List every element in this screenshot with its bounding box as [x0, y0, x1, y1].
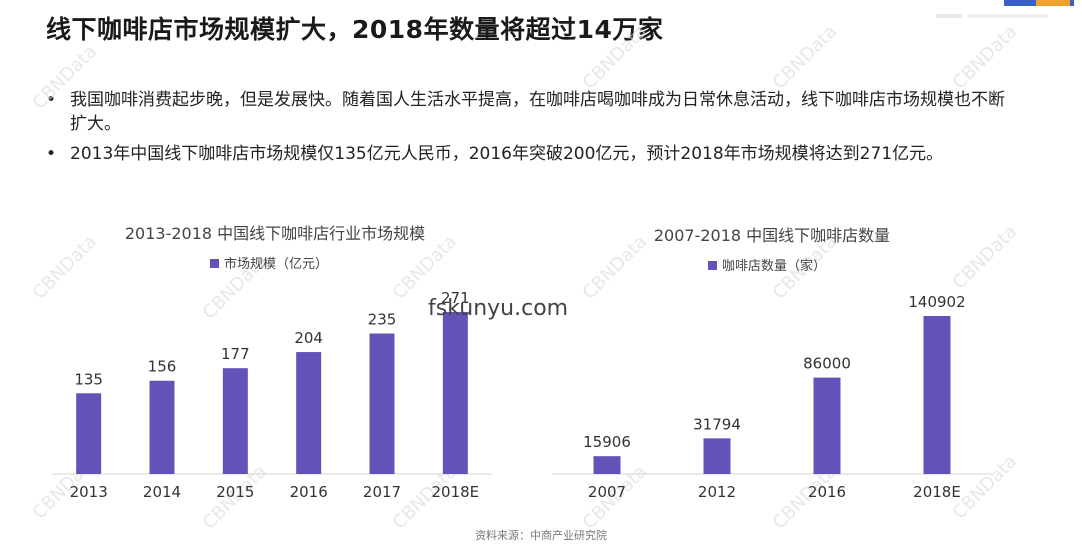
legend-swatch [708, 261, 717, 270]
bar [442, 312, 468, 474]
x-tick-label: 2013 [70, 483, 108, 501]
bar [703, 438, 731, 474]
source-note: 资料来源：中商产业研究院 [475, 529, 607, 542]
watermark-brand: CBNData [579, 231, 651, 303]
bar [149, 380, 175, 474]
x-tick-label: 2018E [913, 483, 961, 501]
page-title: 线下咖啡店市场规模扩大，2018年数量将超过14万家 [46, 15, 664, 44]
x-tick-label: 2014 [143, 483, 181, 501]
brand-logo [936, 0, 1074, 18]
bar [296, 352, 322, 474]
bullet-dot: • [46, 144, 57, 164]
bar [369, 333, 395, 474]
watermark-brand: CBNData [949, 221, 1021, 293]
watermark-brand: CBNData [29, 41, 101, 113]
data-label: 15906 [583, 433, 631, 451]
data-label: 271 [441, 289, 470, 307]
x-tick-label: 2017 [363, 483, 401, 501]
legend-label: 咖啡店数量（家） [722, 258, 826, 274]
chart-title: 2013-2018 中国线下咖啡店行业市场规模 [125, 224, 425, 243]
x-tick-label: 2016 [290, 483, 328, 501]
data-label: 177 [221, 345, 250, 363]
x-tick-label: 2016 [808, 483, 846, 501]
bullet-item: • 2013年中国线下咖啡店市场规模仅135亿元人民币，2016年突破200亿元… [46, 142, 1006, 166]
data-label: 235 [368, 311, 397, 329]
bullet-dot: • [46, 90, 57, 110]
bullet-text: 我国咖啡消费起步晚，但是发展快。随着国人生活水平提高，在咖啡店喝咖啡成为日常休息… [70, 90, 1005, 134]
bar [813, 377, 841, 474]
bar [593, 456, 621, 474]
legend-swatch [210, 259, 219, 268]
x-tick-label: 2007 [588, 483, 626, 501]
chart-title: 2007-2018 中国线下咖啡店数量 [654, 226, 890, 245]
watermark-brand: CBNData [769, 21, 841, 93]
x-tick-label: 2012 [698, 483, 736, 501]
bullet-list: • 我国咖啡消费起步晚，但是发展快。随着国人生活水平提高，在咖啡店喝咖啡成为日常… [46, 88, 1006, 172]
x-tick-label: 2018E [432, 483, 480, 501]
data-label: 31794 [693, 415, 741, 433]
data-label: 204 [294, 329, 323, 347]
data-label: 140902 [908, 293, 965, 311]
watermark-brand: CBNData [949, 21, 1021, 93]
data-label: 156 [148, 358, 177, 376]
bar [222, 368, 248, 474]
bullet-item: • 我国咖啡消费起步晚，但是发展快。随着国人生活水平提高，在咖啡店喝咖啡成为日常… [46, 88, 1006, 136]
bar [923, 316, 951, 474]
watermark-brand: CBNData [579, 21, 651, 93]
data-label: 86000 [803, 355, 851, 373]
bar [76, 393, 102, 474]
watermark-brand: CBNData [29, 231, 101, 303]
legend-label: 市场规模（亿元） [224, 256, 328, 272]
x-tick-label: 2015 [216, 483, 254, 501]
bullet-text: 2013年中国线下咖啡店市场规模仅135亿元人民币，2016年突破200亿元，预… [70, 144, 944, 164]
watermark-text: fskunyu.com [428, 296, 569, 321]
data-label: 135 [74, 370, 103, 388]
